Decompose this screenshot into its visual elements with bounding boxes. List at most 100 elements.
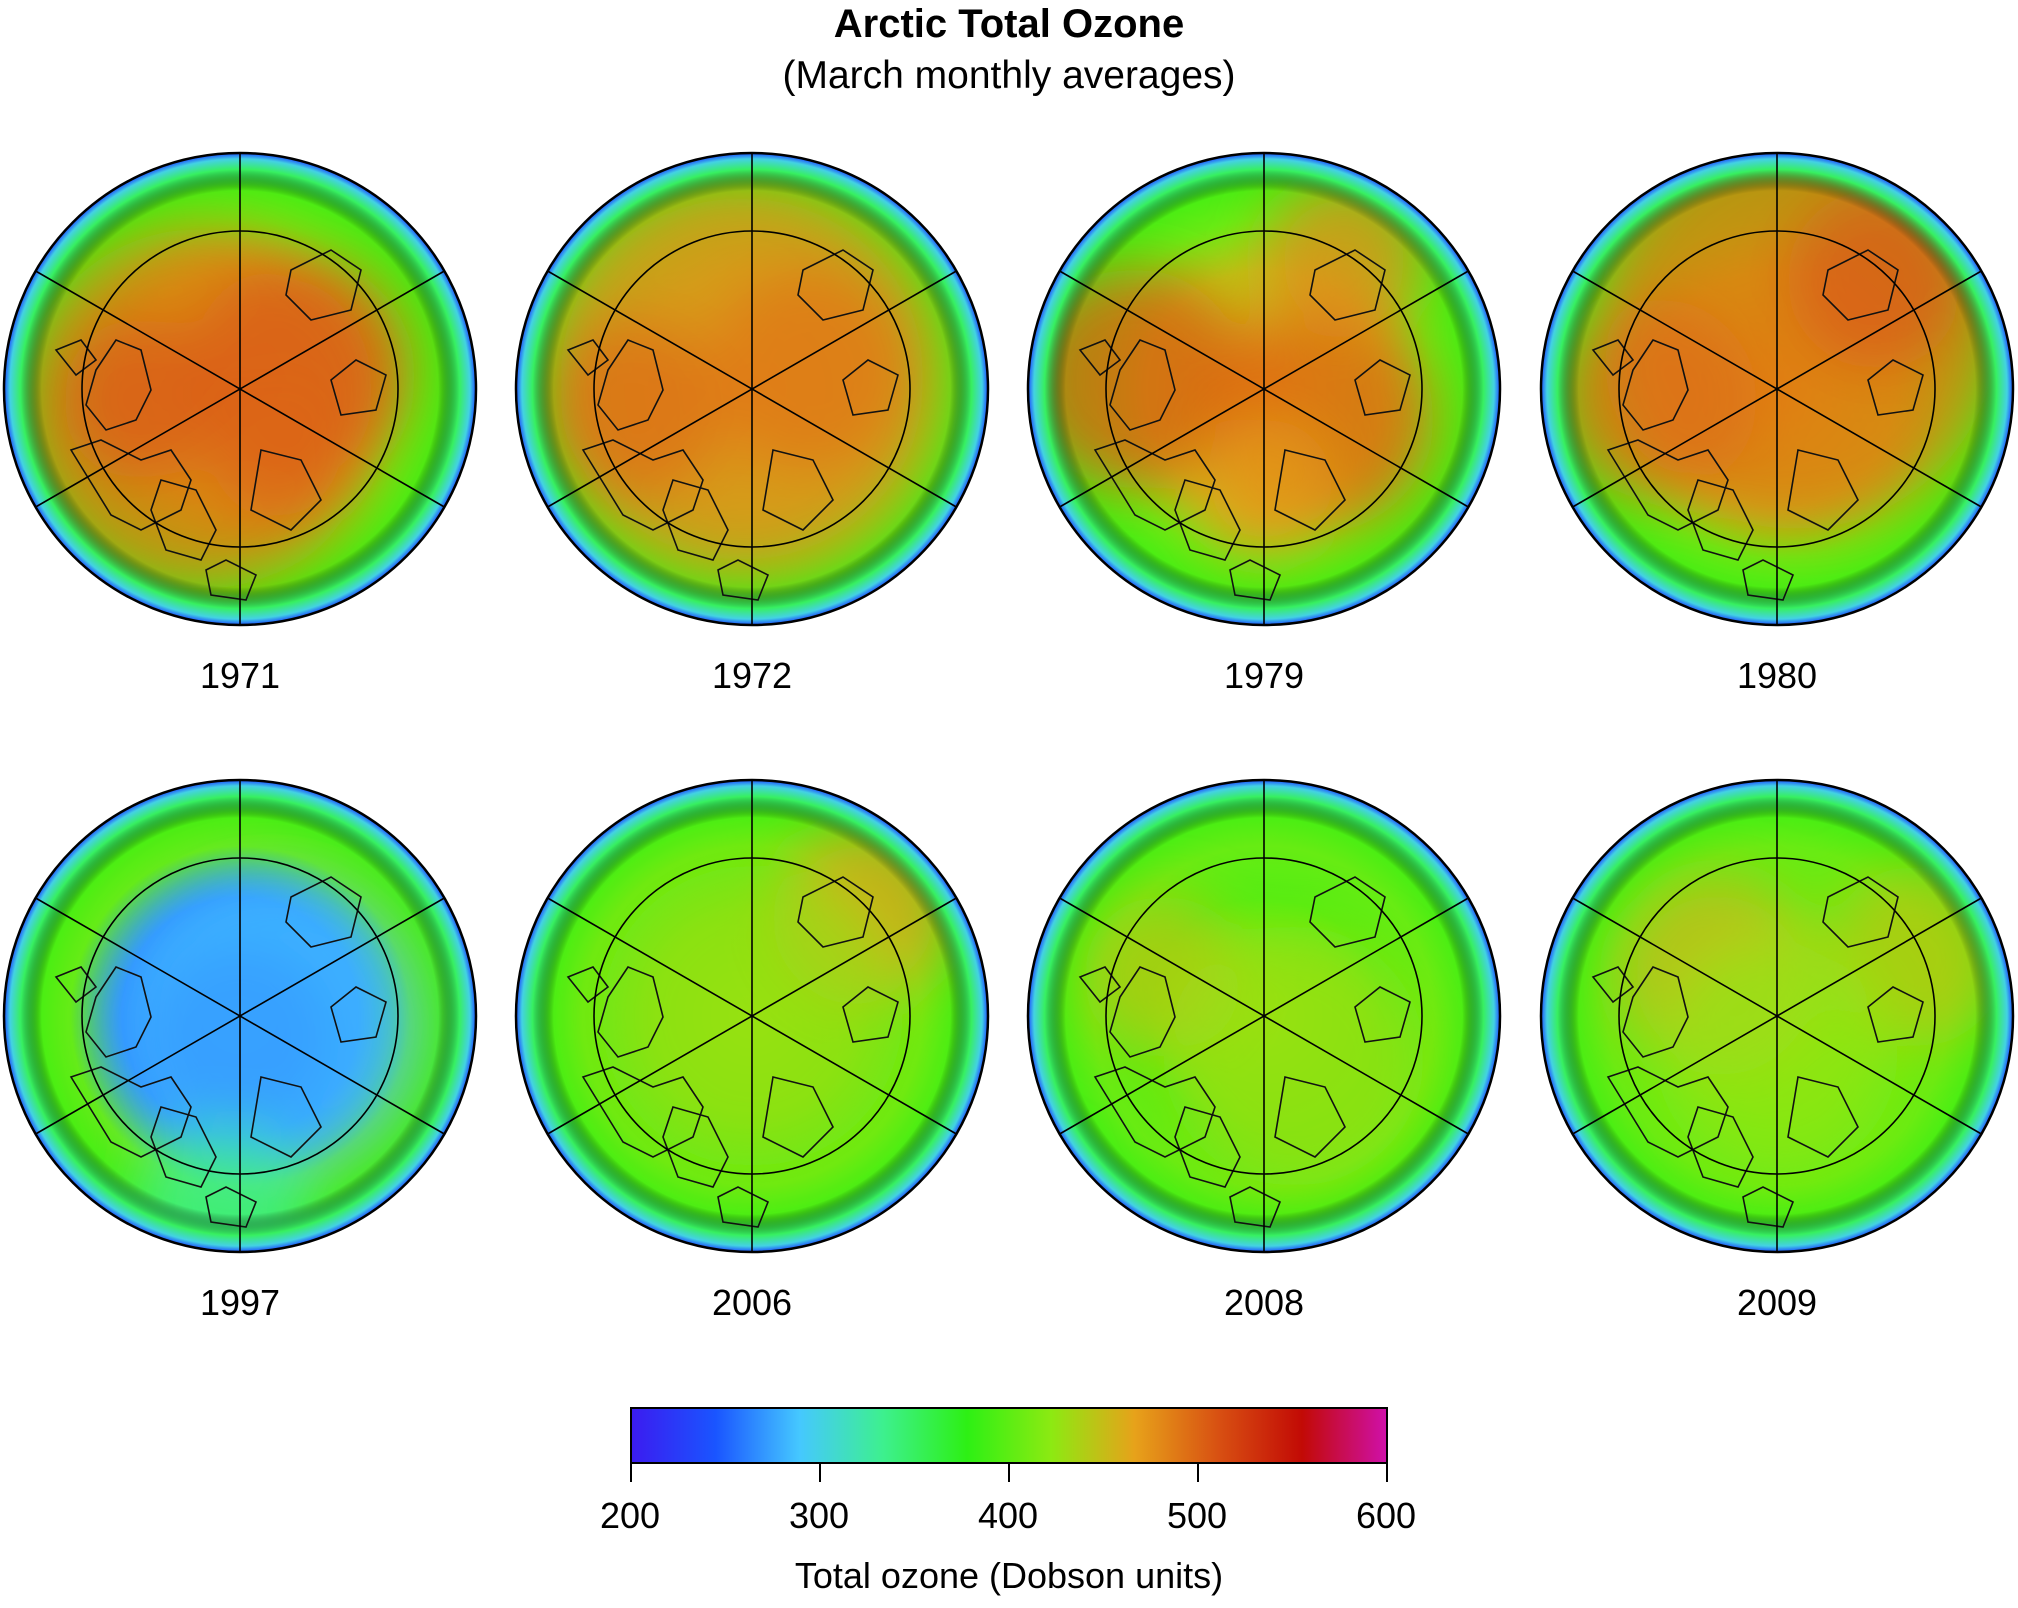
- ozone-map-panel: [1, 150, 479, 628]
- coastlines: [54, 876, 387, 1228]
- coastline: [1078, 966, 1122, 1004]
- ozone-map-panel: [1538, 150, 2016, 628]
- graticule: [1059, 780, 1469, 1252]
- ozone-map: [1026, 151, 1502, 627]
- coastline: [1229, 559, 1282, 601]
- coastline: [250, 1076, 322, 1158]
- coastline: [1591, 339, 1635, 377]
- globe-outline: [1539, 151, 2015, 627]
- coastline: [285, 876, 362, 948]
- coastline: [1822, 876, 1899, 948]
- latitude-circle: [1618, 230, 1936, 548]
- ozone-map: [2, 151, 478, 627]
- latitude-circle: [81, 230, 399, 548]
- colorbar-tick: [630, 1464, 632, 1482]
- latitude-circle: [1105, 230, 1423, 548]
- coastline: [1109, 966, 1176, 1058]
- coastlines: [54, 249, 387, 601]
- chart-subtitle: (March monthly averages): [782, 54, 1236, 97]
- coastline: [1229, 1186, 1282, 1228]
- coastlines: [566, 876, 899, 1228]
- latitude-circle: [593, 230, 911, 548]
- coastline: [842, 359, 899, 416]
- coastline: [597, 339, 664, 431]
- coastlines: [1591, 249, 1924, 601]
- coastline: [1309, 249, 1386, 321]
- coastline: [1274, 1076, 1346, 1158]
- coastline: [250, 449, 322, 531]
- coastline: [842, 986, 899, 1043]
- coastline: [797, 876, 874, 948]
- latitude-circle: [81, 857, 399, 1175]
- colorbar-tick: [1197, 1464, 1199, 1482]
- coastline: [1174, 479, 1241, 561]
- panel-year-label: 2008: [1223, 1282, 1305, 1323]
- graticule: [1572, 153, 1982, 625]
- globe-outline: [514, 151, 990, 627]
- ozone-map: [514, 151, 990, 627]
- coastline: [1591, 966, 1635, 1004]
- panel-year-label: 2009: [1736, 1282, 1818, 1323]
- coastline: [1822, 249, 1899, 321]
- colorbar-title: Total ozone (Dobson units): [794, 1555, 1224, 1596]
- coastline: [285, 249, 362, 321]
- colorbar-tick: [819, 1464, 821, 1482]
- coastlines: [1078, 249, 1411, 601]
- coastline: [717, 559, 770, 601]
- coastline: [566, 339, 610, 377]
- globe-outline: [2, 778, 478, 1254]
- coastline: [330, 359, 387, 416]
- coastline: [662, 1106, 729, 1188]
- coastline: [85, 966, 152, 1058]
- latitude-circle: [1618, 857, 1936, 1175]
- coastline: [797, 249, 874, 321]
- ozone-map-panel: [1, 777, 479, 1255]
- coastline: [1787, 1076, 1859, 1158]
- coastline: [717, 1186, 770, 1228]
- coastline: [581, 1066, 704, 1158]
- coastline: [1274, 449, 1346, 531]
- ozone-map: [1539, 778, 2015, 1254]
- latitude-circle: [593, 857, 911, 1175]
- coastline: [54, 339, 98, 377]
- ozone-map-panel: [1538, 777, 2016, 1255]
- coastline: [1867, 986, 1924, 1043]
- ozone-map: [1026, 778, 1502, 1254]
- coastlines: [1078, 876, 1411, 1228]
- globe-outline: [2, 151, 478, 627]
- ozone-map-panel: [513, 150, 991, 628]
- globe-outline: [1539, 778, 2015, 1254]
- colorbar: [630, 1407, 1388, 1464]
- graticule: [1059, 153, 1469, 625]
- coastline: [1078, 339, 1122, 377]
- graticule: [35, 153, 445, 625]
- coastline: [597, 966, 664, 1058]
- coastline: [54, 966, 98, 1004]
- coastline: [762, 449, 834, 531]
- coastline: [150, 1106, 217, 1188]
- graticule: [547, 153, 957, 625]
- coastlines: [566, 249, 899, 601]
- colorbar-tick-label: 300: [788, 1495, 850, 1536]
- coastline: [1622, 966, 1689, 1058]
- coastline: [1354, 986, 1411, 1043]
- coastline: [69, 439, 192, 531]
- ozone-map-panel: [1025, 777, 1503, 1255]
- panel-year-label: 1979: [1223, 655, 1305, 696]
- colorbar-tick: [1386, 1464, 1388, 1482]
- coastline: [1622, 339, 1689, 431]
- coastline: [1867, 359, 1924, 416]
- colorbar-tick: [1008, 1464, 1010, 1482]
- panel-year-label: 1997: [199, 1282, 281, 1323]
- colorbar-tick-label: 200: [599, 1495, 661, 1536]
- coastline: [69, 1066, 192, 1158]
- coastline: [1309, 876, 1386, 948]
- panel-year-label: 1980: [1736, 655, 1818, 696]
- coastline: [330, 986, 387, 1043]
- colorbar-tick-label: 500: [1166, 1495, 1228, 1536]
- latitude-circle: [1105, 857, 1423, 1175]
- graticule: [1572, 780, 1982, 1252]
- globe-outline: [514, 778, 990, 1254]
- coastline: [1787, 449, 1859, 531]
- graticule: [547, 780, 957, 1252]
